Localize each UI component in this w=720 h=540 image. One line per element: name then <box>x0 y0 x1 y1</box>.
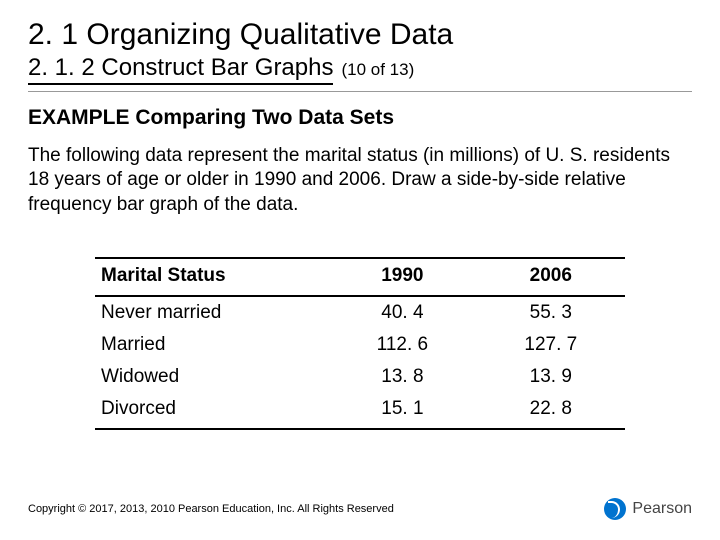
table-header-cell: 2006 <box>477 258 625 296</box>
table-cell: 55. 3 <box>477 296 625 329</box>
table-cell: Married <box>95 329 328 361</box>
page-count: (10 of 13) <box>341 60 414 80</box>
table-cell: 13. 8 <box>328 361 476 393</box>
body-text: The following data represent the marital… <box>28 144 688 217</box>
table-row: Married 112. 6 127. 7 <box>95 329 625 361</box>
table-cell: 13. 9 <box>477 361 625 393</box>
subsection-title: 2. 1. 2 Construct Bar Graphs <box>28 54 333 85</box>
footer: Copyright © 2017, 2013, 2010 Pearson Edu… <box>28 498 692 520</box>
table-header-cell: Marital Status <box>95 258 328 296</box>
section-title: 2. 1 Organizing Qualitative Data <box>28 18 692 52</box>
slide-container: 2. 1 Organizing Qualitative Data 2. 1. 2… <box>0 0 720 540</box>
table-cell: 15. 1 <box>328 393 476 429</box>
copyright-text: Copyright © 2017, 2013, 2010 Pearson Edu… <box>28 503 394 515</box>
table-cell: 127. 7 <box>477 329 625 361</box>
brand-name: Pearson <box>632 500 692 518</box>
table-header-cell: 1990 <box>328 258 476 296</box>
divider <box>28 91 692 92</box>
table-cell: 40. 4 <box>328 296 476 329</box>
brand: Pearson <box>604 498 692 520</box>
table-cell: 22. 8 <box>477 393 625 429</box>
subsection-row: 2. 1. 2 Construct Bar Graphs (10 of 13) <box>28 54 692 85</box>
table-row: Widowed 13. 8 13. 9 <box>95 361 625 393</box>
table-cell: Never married <box>95 296 328 329</box>
table-row: Divorced 15. 1 22. 8 <box>95 393 625 429</box>
brand-logo-icon <box>604 498 626 520</box>
table-row: Never married 40. 4 55. 3 <box>95 296 625 329</box>
table-cell: 112. 6 <box>328 329 476 361</box>
data-table: Marital Status 1990 2006 Never married 4… <box>95 257 625 430</box>
example-title: EXAMPLE Comparing Two Data Sets <box>28 106 692 130</box>
table-header-row: Marital Status 1990 2006 <box>95 258 625 296</box>
table-cell: Widowed <box>95 361 328 393</box>
table-cell: Divorced <box>95 393 328 429</box>
